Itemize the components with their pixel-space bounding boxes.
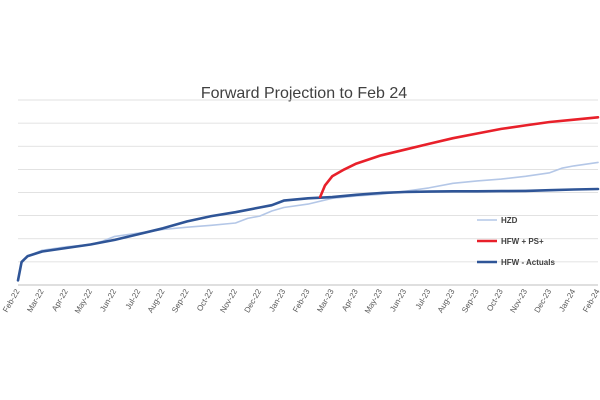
x-tick-labels: Feb-22 Mar-22 Apr-22 May-22 Jun-22 Jul-22 Aug-…	[1, 287, 600, 315]
series-lines	[16, 116, 600, 282]
x-tick-label: Jan-23	[267, 287, 287, 313]
x-tick-label: Jun-23	[388, 287, 408, 313]
x-tick-label: Feb-24	[581, 287, 600, 314]
x-tick-label: Apr-23	[340, 287, 360, 313]
x-tick-label: Jun-22	[98, 287, 118, 313]
x-tick-label: Oct-22	[195, 287, 215, 313]
x-tick-label: Feb-22	[1, 287, 22, 314]
x-tick-label: Jul-23	[414, 287, 433, 311]
x-tick-label: Jan-24	[557, 287, 577, 313]
x-tick-label: Mar-23	[315, 287, 336, 314]
x-tick-label: Aug-22	[146, 287, 167, 314]
legend-label: HZD	[501, 216, 518, 225]
x-tick-label: Apr-22	[50, 287, 70, 313]
x-tick-label: Dec-22	[243, 287, 264, 314]
legend-label: HFW - Actuals	[501, 258, 555, 267]
x-tick-label: Oct-23	[485, 287, 505, 313]
legend: HZD HFW + PS+ HFW - Actuals	[477, 216, 555, 267]
x-tick-label: Sep-23	[460, 287, 481, 314]
x-tick-label: Jul-22	[124, 287, 143, 311]
series-line-3	[16, 187, 600, 282]
x-tick-label: May-23	[363, 287, 384, 315]
series-line-2	[318, 116, 600, 199]
x-tick-label: Feb-23	[291, 287, 312, 314]
chart-title: Forward Projection to Feb 24	[201, 85, 407, 102]
x-tick-label: Sep-22	[170, 287, 191, 314]
legend-label: HFW + PS+	[501, 237, 544, 246]
x-tick-label: Mar-22	[25, 287, 46, 314]
x-tick-label: Nov-22	[218, 287, 239, 314]
x-tick-label: May-22	[73, 287, 94, 315]
x-tick-label: Aug-23	[436, 287, 457, 314]
x-tick-label: Nov-23	[508, 287, 529, 314]
x-tick-label: Dec-23	[533, 287, 554, 314]
